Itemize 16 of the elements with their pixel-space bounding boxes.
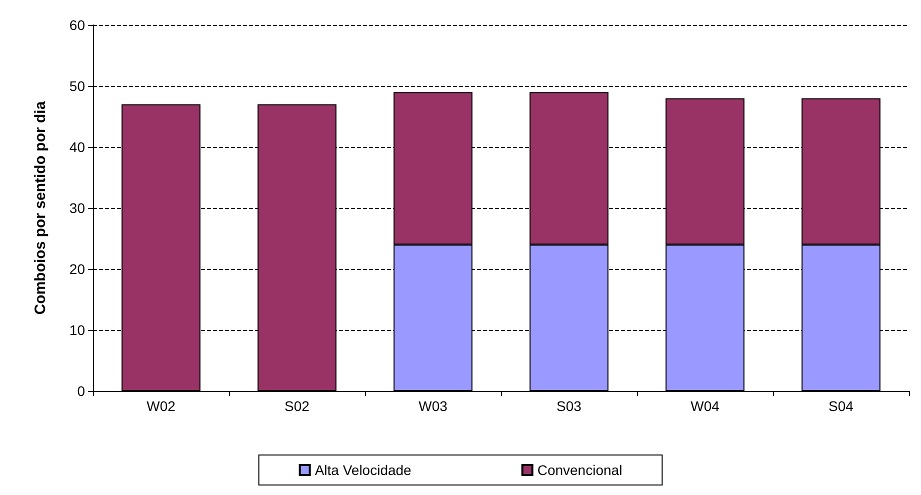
- x-tick-label: W04: [690, 398, 720, 414]
- y-tick-label: 0: [77, 383, 86, 399]
- x-tick-label: W03: [418, 398, 448, 414]
- legend-label: Convencional: [537, 462, 622, 478]
- y-tick-label: 40: [69, 139, 86, 155]
- y-tick-label: 50: [69, 78, 86, 94]
- y-tick-label: 10: [69, 322, 86, 338]
- x-tick-label: S03: [556, 398, 582, 414]
- x-tick-label: S02: [284, 398, 310, 414]
- y-tick-label: 20: [69, 261, 86, 277]
- legend-label: Alta Velocidade: [314, 462, 412, 478]
- y-axis-title: Comboios por sentido por dia: [32, 100, 49, 315]
- x-tick-label: W02: [146, 398, 176, 414]
- y-tick-label: 60: [69, 17, 86, 33]
- x-tick-label: S04: [828, 398, 854, 414]
- y-tick-label: 30: [69, 200, 86, 216]
